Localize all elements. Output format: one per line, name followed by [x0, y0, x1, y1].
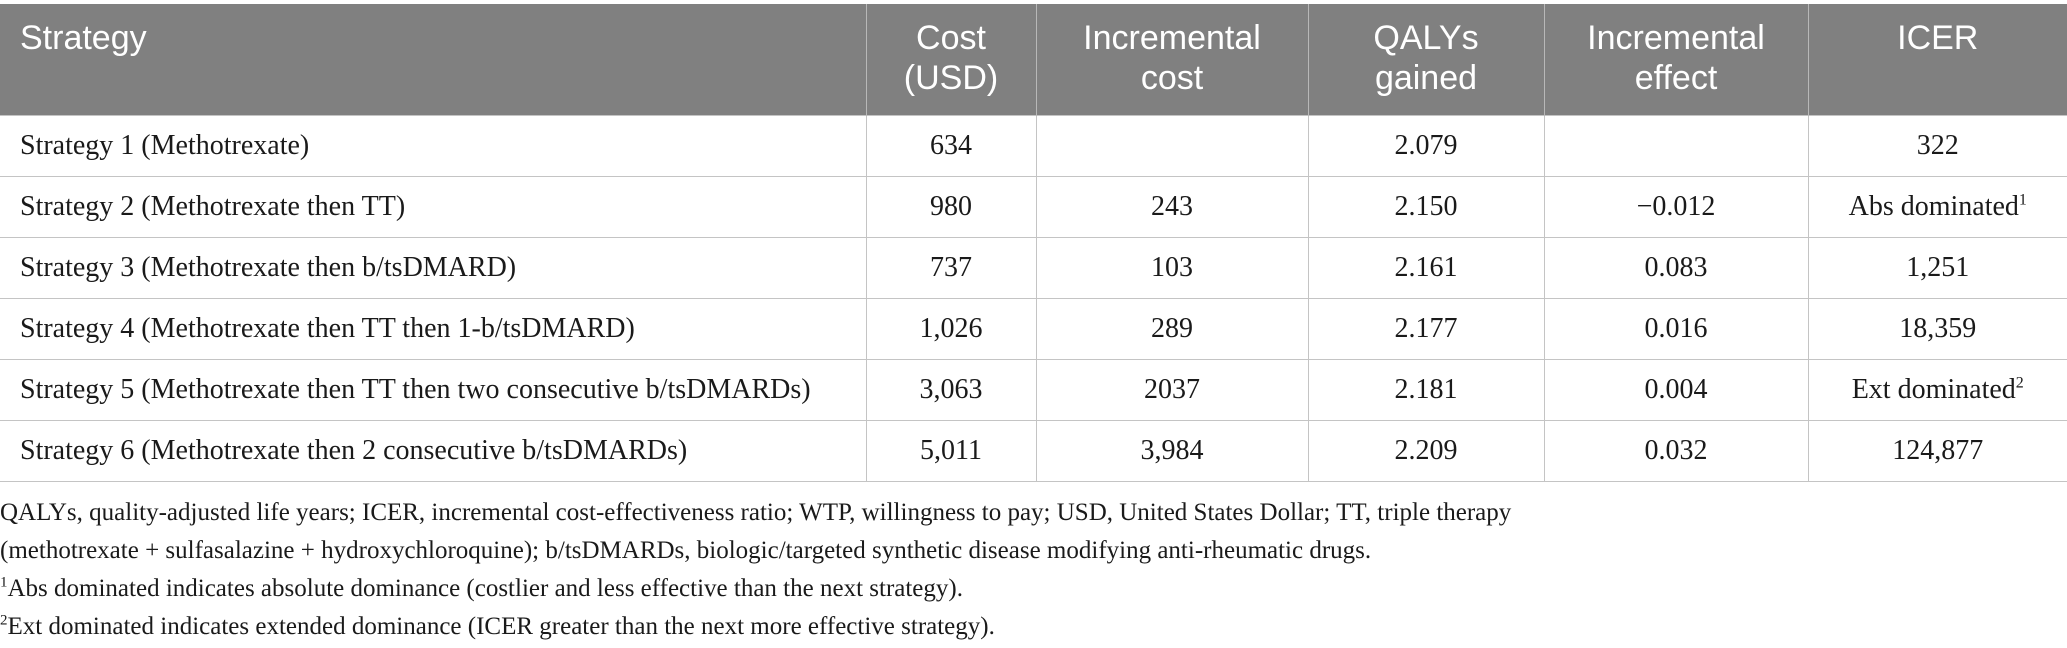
- cell-incremental-cost: 103: [1035, 237, 1309, 299]
- cell-incremental-effect: −0.012: [1543, 176, 1809, 238]
- cell-incremental-cost: [1035, 115, 1309, 177]
- icer-value: Abs dominated: [1848, 191, 2019, 222]
- abbreviations-note: QALYs, quality-adjusted life years; ICER…: [0, 494, 2067, 532]
- cell-incremental-cost: 289: [1035, 298, 1309, 360]
- table-row: Strategy 5 (Methotrexate then TT then tw…: [0, 359, 2067, 421]
- footnote-1-mark: 1: [0, 574, 8, 591]
- cell-strategy: Strategy 6 (Methotrexate then 2 consecut…: [0, 420, 867, 482]
- header-incremental-effect: Incremental effect: [1544, 4, 1809, 116]
- header-cost: Cost (USD): [866, 4, 1037, 116]
- icer-value: 124,877: [1892, 435, 1984, 466]
- footnote-1: 1Abs dominated indicates absolute domina…: [0, 570, 2067, 608]
- table-header-row: Strategy Cost (USD) Incremental cost QALYs…: [0, 4, 2067, 116]
- footnote-mark: 1: [2018, 191, 2027, 209]
- footnote-mark: 2: [2015, 374, 2024, 392]
- cell-qalys: 2.161: [1307, 237, 1545, 299]
- table-row: Strategy 6 (Methotrexate then 2 consecut…: [0, 420, 2067, 482]
- cell-strategy: Strategy 3 (Methotrexate then b/tsDMARD): [0, 237, 867, 299]
- cell-qalys: 2.150: [1307, 176, 1545, 238]
- header-incremental-cost: Incremental cost: [1036, 4, 1309, 116]
- cell-cost: 634: [865, 115, 1037, 177]
- abbreviations-line-2: (methotrexate + sulfasalazine + hydroxyc…: [0, 537, 1372, 564]
- cell-incremental-effect: 0.016: [1543, 298, 1809, 360]
- cell-qalys: 2.177: [1307, 298, 1545, 360]
- cell-icer: 1,251: [1807, 237, 2067, 299]
- cell-cost: 980: [865, 176, 1037, 238]
- cell-incremental-effect: [1543, 115, 1809, 177]
- cell-qalys: 2.209: [1307, 420, 1545, 482]
- cost-effectiveness-table: Strategy Cost (USD) Incremental cost QALYs…: [0, 4, 2067, 482]
- cell-icer: 322: [1807, 115, 2067, 177]
- header-qalys-gained: QALYs gained: [1308, 4, 1545, 116]
- footnote-2-text: Ext dominated indicates extended dominan…: [7, 613, 995, 640]
- cell-strategy: Strategy 1 (Methotrexate): [0, 115, 867, 177]
- table-row: Strategy 3 (Methotrexate then b/tsDMARD)…: [0, 237, 2067, 299]
- header-strategy: Strategy: [0, 4, 867, 116]
- icer-value: 322: [1916, 130, 1959, 161]
- cell-incremental-effect: 0.004: [1543, 359, 1809, 421]
- icer-value: 18,359: [1899, 313, 1977, 344]
- cost-effectiveness-table-container: Strategy Cost (USD) Incremental cost QALYs…: [0, 4, 2067, 482]
- cell-strategy: Strategy 4 (Methotrexate then TT then 1-…: [0, 298, 867, 360]
- icer-value: Ext dominated: [1851, 374, 2016, 405]
- cell-cost: 3,063: [865, 359, 1037, 421]
- cell-icer: Abs dominated1: [1807, 176, 2067, 238]
- cell-qalys: 2.181: [1307, 359, 1545, 421]
- footnote-2: 2Ext dominated indicates extended domina…: [0, 608, 2067, 646]
- table-row: Strategy 4 (Methotrexate then TT then 1-…: [0, 298, 2067, 360]
- abbreviations-line-1: QALYs, quality-adjusted life years; ICER…: [0, 499, 1512, 526]
- table-footnotes: QALYs, quality-adjusted life years; ICER…: [0, 494, 2067, 646]
- cell-incremental-cost: 3,984: [1035, 420, 1309, 482]
- cell-strategy: Strategy 5 (Methotrexate then TT then tw…: [0, 359, 867, 421]
- icer-value: 1,251: [1906, 252, 1970, 283]
- cell-cost: 1,026: [865, 298, 1037, 360]
- header-icer: ICER: [1808, 4, 2067, 116]
- abbreviations-note-continued: (methotrexate + sulfasalazine + hydroxyc…: [0, 532, 2067, 570]
- footnote-2-mark: 2: [0, 612, 8, 629]
- cell-strategy: Strategy 2 (Methotrexate then TT): [0, 176, 867, 238]
- table-row: Strategy 2 (Methotrexate then TT) 980 24…: [0, 176, 2067, 238]
- cell-icer: 18,359: [1807, 298, 2067, 360]
- cell-qalys: 2.079: [1307, 115, 1545, 177]
- cell-incremental-cost: 243: [1035, 176, 1309, 238]
- table-row: Strategy 1 (Methotrexate) 634 2.079 322: [0, 115, 2067, 177]
- cell-cost: 5,011: [865, 420, 1037, 482]
- cell-cost: 737: [865, 237, 1037, 299]
- footnote-1-text: Abs dominated indicates absolute dominan…: [7, 575, 963, 602]
- cell-icer: 124,877: [1807, 420, 2067, 482]
- cell-icer: Ext dominated2: [1807, 359, 2067, 421]
- cell-incremental-effect: 0.032: [1543, 420, 1809, 482]
- cell-incremental-effect: 0.083: [1543, 237, 1809, 299]
- cell-incremental-cost: 2037: [1035, 359, 1309, 421]
